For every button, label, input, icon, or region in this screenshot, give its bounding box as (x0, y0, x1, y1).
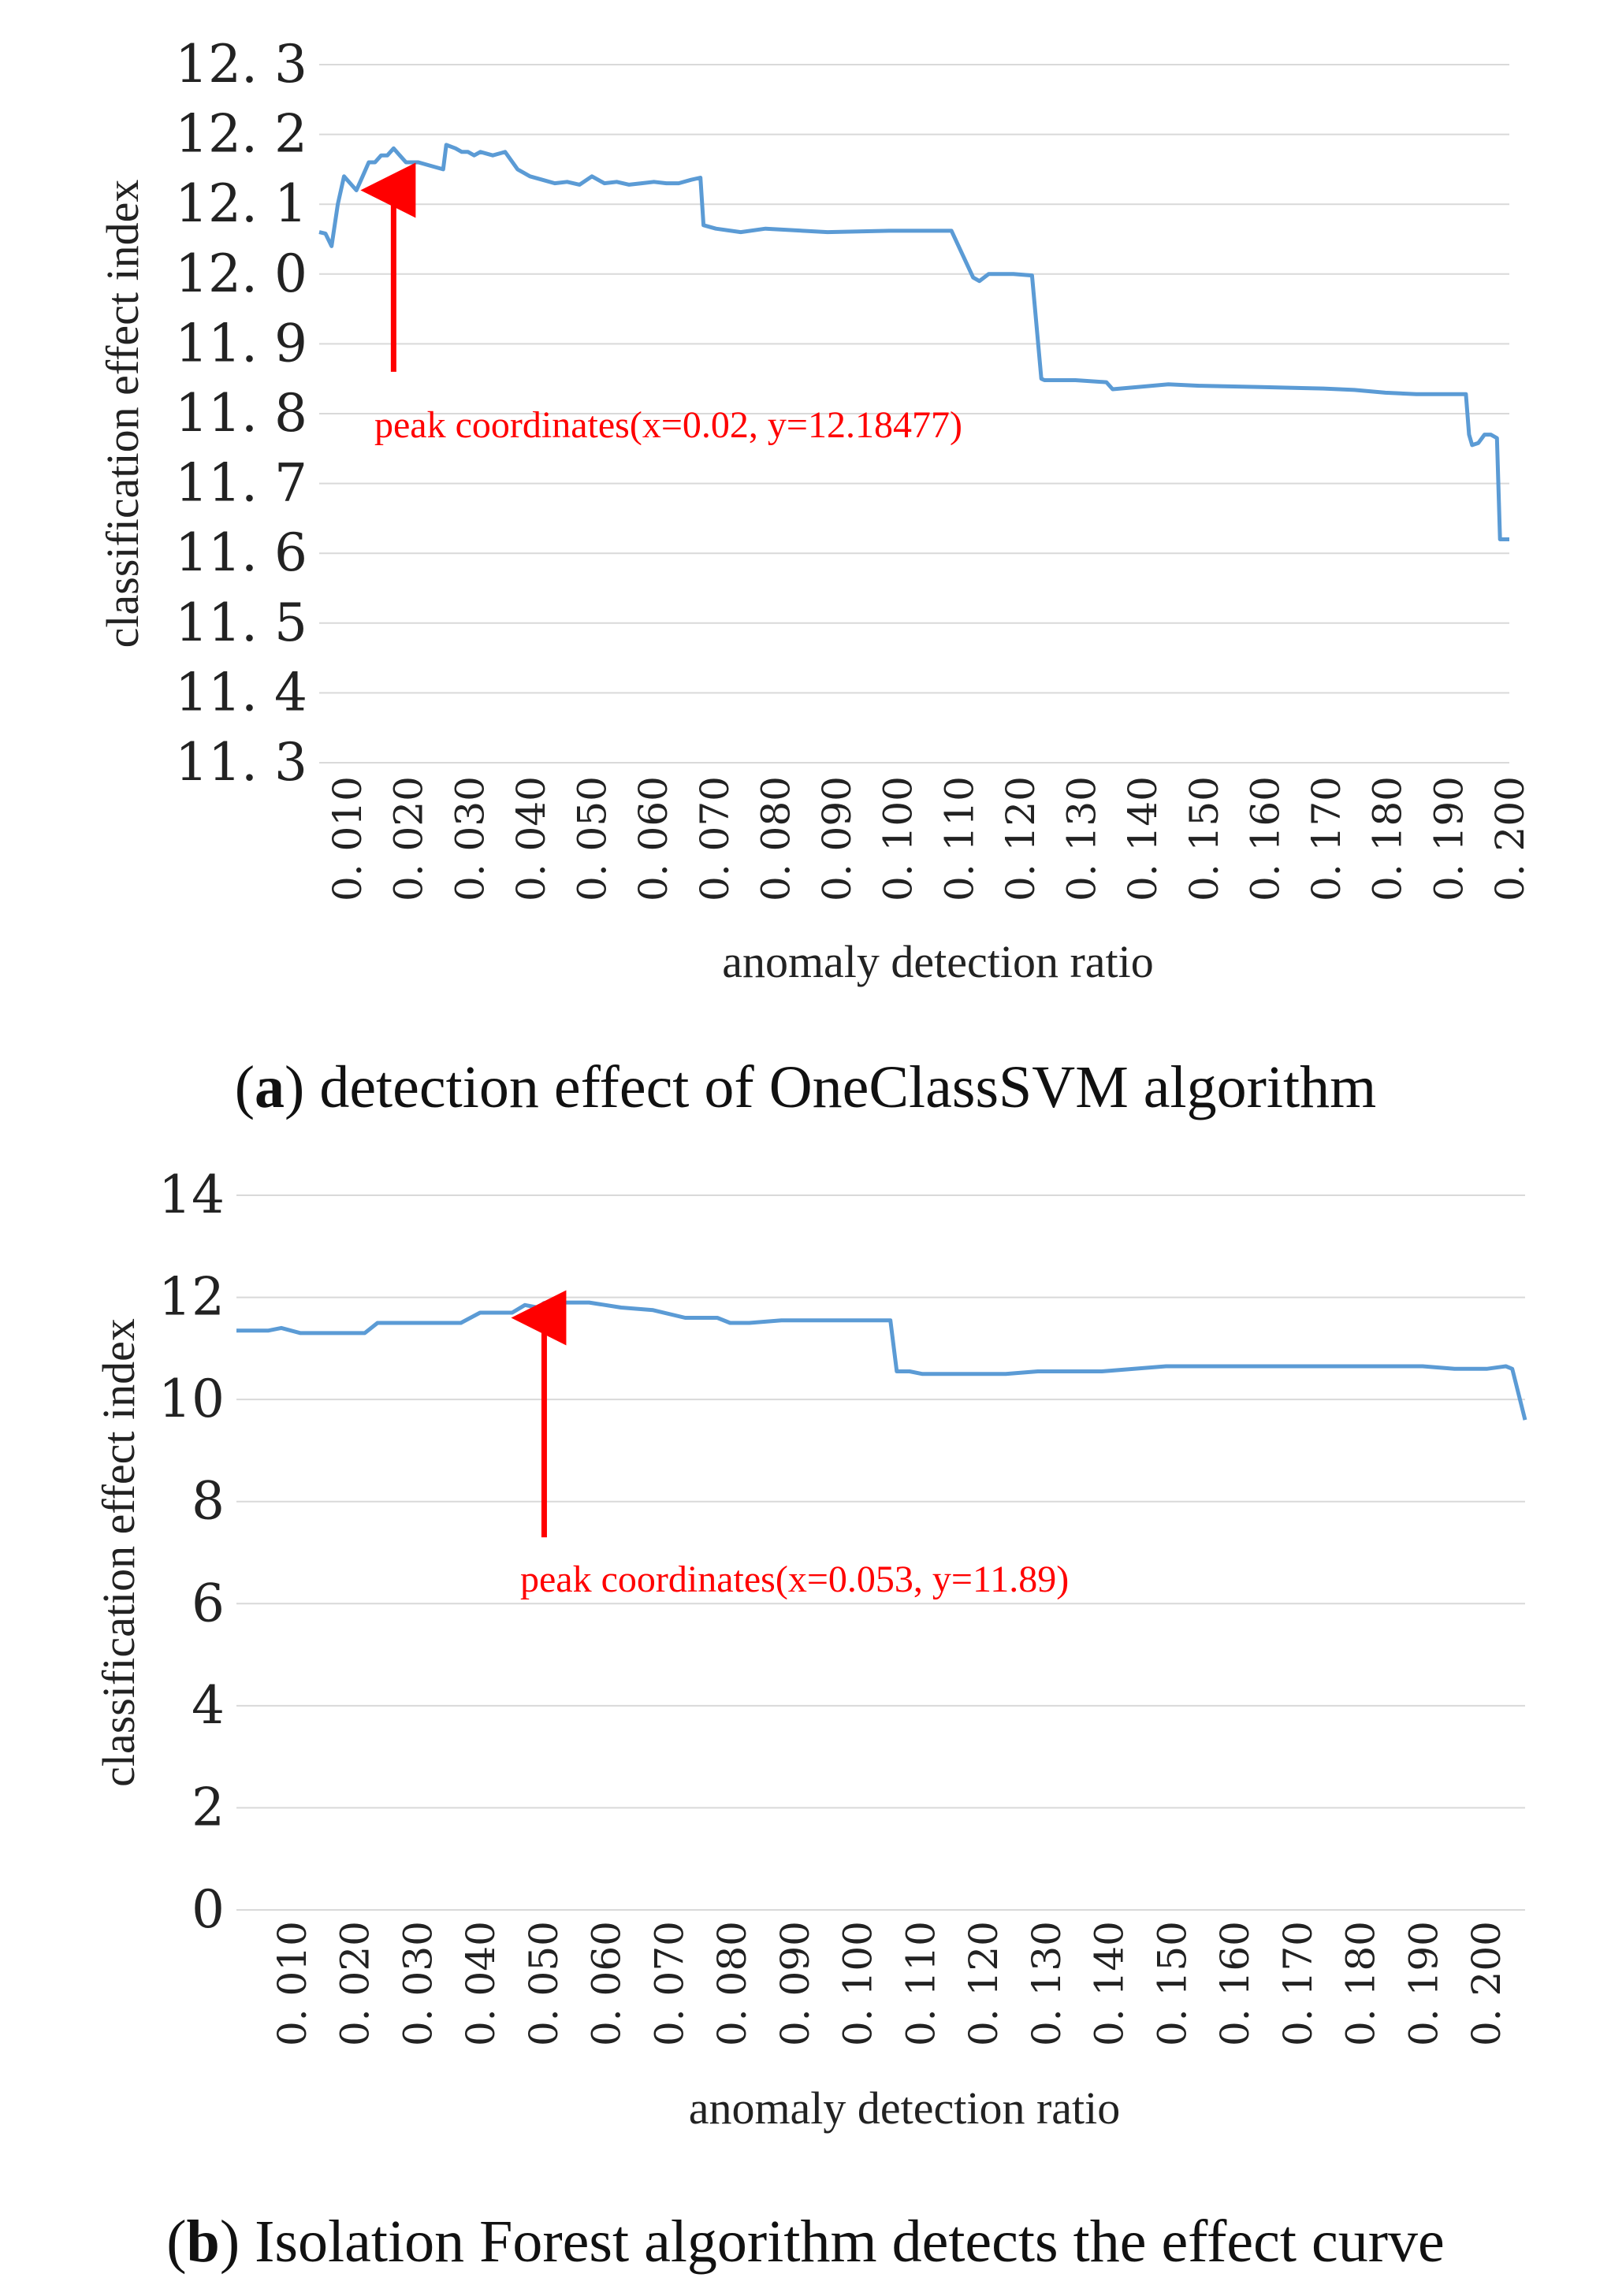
chart-a-x-tick-label: 0. 090 (814, 776, 860, 901)
chart-a-x-ticks: 0. 010 0. 020 0. 030 0. 040 0. 050 0. 060 0. 0… (325, 776, 1533, 901)
chart-b-x-axis-title: anomaly detection ratio (689, 2082, 1121, 2134)
chart-a: 12. 3 12. 2 12. 1 12. 0 11. 9 11. 8 11. 7 11. 6… (97, 34, 1533, 1120)
chart-a-x-tick-label: 0. 030 (447, 776, 493, 901)
chart-a-y-tick-label: 12. 2 (175, 104, 307, 165)
chart-a-x-tick-label: 0. 060 (631, 776, 676, 901)
chart-a-x-axis-title: anomaly detection ratio (722, 936, 1154, 987)
chart-a-peak-label: peak coordinates(x=0.02, y=12.18477) (374, 404, 962, 446)
chart-a-y-tick-label: 11. 9 (175, 313, 307, 373)
chart-b-x-tick-label: 0. 190 (1401, 1921, 1446, 2046)
chart-a-y-tick-label: 11. 8 (175, 383, 307, 444)
chart-b-y-tick-label: 4 (192, 1675, 225, 1736)
chart-b-peak-label: peak coordinates(x=0.053, y=11.89) (520, 1559, 1069, 1600)
chart-b-y-tick-label: 2 (192, 1777, 225, 1837)
chart-a-y-axis-title: classification effect index (97, 180, 148, 648)
chart-b-series-line (236, 1300, 1527, 1421)
chart-a-x-tick-label: 0. 140 (1120, 776, 1166, 901)
chart-a-x-tick-label: 0. 020 (386, 776, 432, 901)
chart-a-x-tick-label: 0. 130 (1059, 776, 1105, 901)
chart-b-x-tick-label: 0. 050 (521, 1921, 567, 2046)
chart-b-y-tick-label: 14 (158, 1165, 225, 1225)
chart-b-y-tick-label: 10 (158, 1369, 225, 1429)
chart-a-y-tick-label: 12. 3 (175, 34, 307, 95)
chart-b-x-tick-label: 0. 150 (1149, 1921, 1195, 2046)
chart-a-x-tick-label: 0. 080 (753, 776, 798, 901)
chart-a-caption: (a) detection effect of OneClassSVM algo… (235, 1054, 1377, 1120)
chart-a-y-tick-label: 11. 7 (175, 453, 307, 514)
chart-b-caption: (b) Isolation Forest algorithm detects t… (166, 2209, 1445, 2275)
chart-b-x-ticks: 0. 010 0. 020 0. 030 0. 040 0. 050 0. 060 0. 0… (270, 1921, 1509, 2046)
chart-b-x-tick-label: 0. 010 (270, 1921, 315, 2046)
chart-b-gridlines (236, 1194, 1525, 1911)
chart-b-y-axis-title: classification effect index (93, 1318, 144, 1787)
chart-b-y-tick-label: 12 (158, 1267, 225, 1328)
chart-b-x-tick-label: 0. 030 (395, 1921, 441, 2046)
chart-b-x-tick-label: 0. 120 (961, 1921, 1006, 2046)
chart-a-x-tick-label: 0. 180 (1365, 776, 1411, 901)
chart-b-x-tick-label: 0. 160 (1212, 1921, 1258, 2046)
chart-a-y-tick-label: 12. 0 (175, 243, 307, 304)
chart-a-y-tick-label: 11. 4 (175, 662, 307, 723)
chart-a-x-tick-label: 0. 150 (1181, 776, 1227, 901)
chart-a-gridlines (319, 64, 1509, 763)
chart-b-x-tick-label: 0. 170 (1275, 1921, 1321, 2046)
chart-b-x-tick-label: 0. 090 (772, 1921, 818, 2046)
chart-a-x-tick-label: 0. 110 (936, 776, 982, 901)
chart-b-x-tick-label: 0. 070 (646, 1921, 692, 2046)
chart-b-y-tick-label: 6 (192, 1573, 225, 1633)
chart-b-x-tick-label: 0. 180 (1338, 1921, 1384, 2046)
chart-a-x-tick-label: 0. 040 (508, 776, 554, 901)
chart-b-x-tick-label: 0. 060 (584, 1921, 630, 2046)
chart-a-y-tick-label: 11. 5 (175, 593, 307, 653)
chart-a-x-tick-label: 0. 070 (692, 776, 738, 901)
chart-b-x-tick-label: 0. 200 (1464, 1921, 1509, 2046)
chart-a-x-tick-label: 0. 120 (998, 776, 1044, 901)
chart-a-x-tick-label: 0. 160 (1242, 776, 1288, 901)
chart-b-x-tick-label: 0. 110 (898, 1921, 943, 2046)
chart-a-y-tick-label: 11. 3 (175, 732, 307, 793)
chart-a-y-tick-label: 12. 1 (175, 173, 307, 234)
chart-a-x-tick-label: 0. 100 (876, 776, 921, 901)
chart-b-y-tick-label: 8 (192, 1471, 225, 1532)
chart-b-x-tick-label: 0. 020 (333, 1921, 378, 2046)
chart-a-x-tick-label: 0. 010 (325, 776, 370, 901)
chart-a-x-tick-label: 0. 200 (1487, 776, 1533, 901)
chart-a-x-tick-label: 0. 050 (570, 776, 616, 901)
chart-b-x-tick-label: 0. 140 (1087, 1921, 1133, 2046)
chart-b-x-tick-label: 0. 040 (458, 1921, 504, 2046)
chart-b-y-ticks: 14 12 10 8 6 4 2 0 (158, 1165, 225, 1940)
chart-b-x-tick-label: 0. 130 (1024, 1921, 1070, 2046)
chart-a-series-line (318, 143, 1509, 541)
chart-b-x-tick-label: 0. 080 (709, 1921, 755, 2046)
chart-a-y-ticks: 12. 3 12. 2 12. 1 12. 0 11. 9 11. 8 11. 7 11. 6… (175, 34, 307, 793)
chart-a-x-tick-label: 0. 190 (1426, 776, 1471, 901)
chart-a-y-tick-label: 11. 6 (175, 522, 307, 583)
chart-b-x-tick-label: 0. 100 (835, 1921, 881, 2046)
chart-b-y-tick-label: 0 (192, 1879, 225, 1940)
chart-a-x-tick-label: 0. 170 (1304, 776, 1349, 901)
